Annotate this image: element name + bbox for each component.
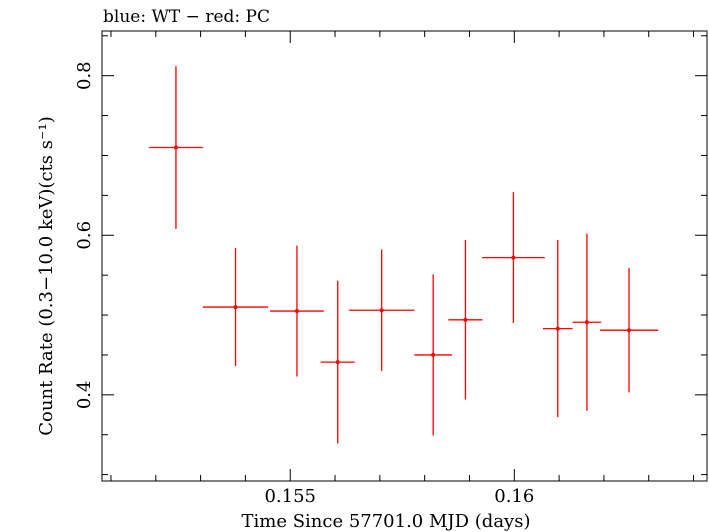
y-tick-label: 0.4 — [74, 381, 95, 410]
axis-tick-labels: 0.155 0.16 0.4 0.6 0.8 — [74, 61, 534, 507]
x-tick-label: 0.155 — [264, 486, 316, 507]
data-marker — [379, 308, 384, 313]
data-point — [542, 240, 573, 418]
y-tick-label: 0.6 — [74, 221, 95, 250]
y-axis-label: Count Rate (0.3−10.0 keV)(cts s⁻¹) — [36, 116, 57, 435]
data-points — [149, 66, 659, 444]
data-marker — [431, 352, 436, 357]
data-marker — [584, 320, 589, 325]
data-marker — [555, 326, 560, 331]
data-marker — [627, 328, 632, 333]
y-tick-label: 0.8 — [74, 61, 95, 90]
axis-ticks — [102, 31, 707, 481]
data-point — [414, 274, 453, 436]
data-point — [149, 66, 203, 229]
plot-frame — [101, 30, 708, 482]
data-marker — [463, 317, 468, 322]
data-point — [348, 249, 415, 371]
chart-title: blue: WT − red: PC — [103, 7, 270, 27]
x-axis-label: Time Since 57701.0 MJD (days) — [241, 511, 530, 532]
data-marker — [511, 255, 516, 260]
x-tick-label: 0.16 — [494, 486, 534, 507]
data-marker — [173, 145, 178, 150]
data-marker — [233, 305, 238, 310]
data-marker — [335, 360, 340, 365]
data-point — [202, 248, 269, 367]
data-point — [482, 192, 545, 324]
data-point — [320, 280, 355, 444]
data-point — [599, 267, 659, 393]
data-point — [270, 245, 324, 377]
data-marker — [294, 309, 299, 314]
data-point — [572, 233, 602, 411]
data-point — [448, 240, 483, 400]
